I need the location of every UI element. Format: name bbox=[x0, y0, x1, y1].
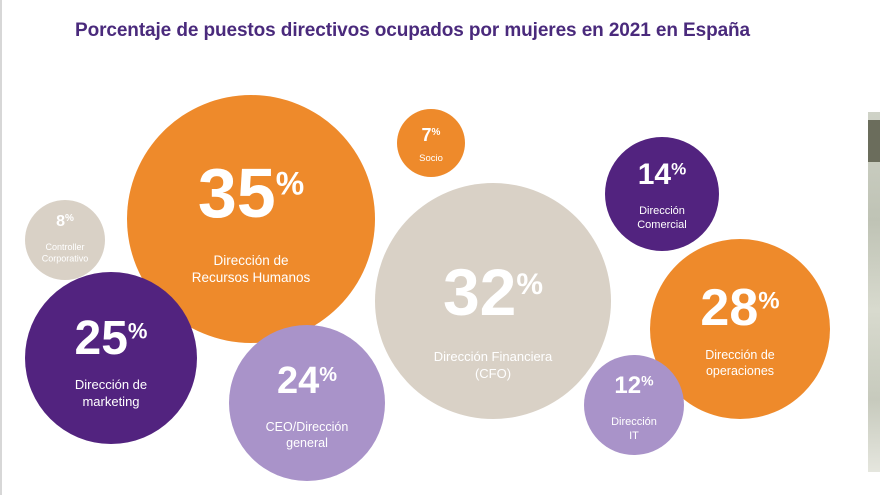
bubble-label-line: Dirección de bbox=[705, 348, 775, 362]
bubble-value-rrhh: 35% bbox=[198, 154, 304, 232]
bubble-value-socio: 7% bbox=[422, 125, 441, 145]
bubble-value-marketing: 25% bbox=[75, 312, 148, 365]
bubble-value-number-rrhh: 35 bbox=[198, 154, 276, 232]
bubble-label-operaciones: Dirección de operaciones bbox=[705, 348, 775, 378]
bubble-value-unit-marketing: % bbox=[128, 319, 148, 344]
right-edge-image-dark-patch bbox=[868, 120, 880, 162]
bubble-circle-marketing bbox=[25, 272, 197, 444]
bubble-marketing: 25% Dirección de marketing bbox=[25, 272, 197, 444]
bubble-label-it: Dirección IT bbox=[611, 416, 657, 442]
bubble-cfo: 32% Dirección Financiera (CFO) bbox=[375, 183, 611, 419]
bubble-label-line: Dirección bbox=[639, 205, 685, 217]
bubble-label-line: Recursos Humanos bbox=[192, 270, 311, 285]
bubble-label-ceo: CEO/Dirección general bbox=[266, 420, 349, 450]
bubble-circle-it bbox=[584, 355, 684, 455]
bubble-circle-rrhh bbox=[127, 95, 375, 343]
bubble-label-line: Corporativo bbox=[42, 254, 89, 264]
bubble-label-rrhh: Dirección de Recursos Humanos bbox=[192, 253, 311, 285]
bubble-value-unit-controller: % bbox=[65, 213, 74, 224]
bubble-value-it: 12% bbox=[614, 372, 654, 399]
bubble-label-line: general bbox=[286, 436, 328, 450]
bubble-circle-controller bbox=[25, 200, 105, 280]
bubble-value-unit-socio: % bbox=[432, 127, 441, 138]
bubble-value-unit-cfo: % bbox=[516, 268, 543, 301]
bubble-label-line: (CFO) bbox=[475, 366, 511, 381]
bubble-label-line: Dirección de bbox=[213, 253, 288, 268]
bubble-label-marketing: Dirección de marketing bbox=[75, 377, 147, 409]
bubble-value-unit-ceo: % bbox=[319, 364, 337, 386]
bubble-circle-socio bbox=[397, 109, 465, 177]
chart-title: Porcentaje de puestos directivos ocupado… bbox=[75, 20, 751, 41]
bubble-value-unit-comercial: % bbox=[671, 159, 686, 178]
bubble-ceo: 24% CEO/Dirección general bbox=[229, 325, 385, 481]
bubble-value-unit-operaciones: % bbox=[758, 287, 779, 314]
bubble-label-comercial: Dirección Comercial bbox=[637, 205, 687, 231]
bubble-controller: 8% Controller Corporativo bbox=[25, 200, 105, 280]
bubble-label-cfo: Dirección Financiera (CFO) bbox=[434, 349, 553, 381]
right-edge-image-strip bbox=[868, 112, 880, 472]
bubble-it: 12% Dirección IT bbox=[584, 355, 684, 455]
bubble-label-line: Dirección bbox=[611, 416, 657, 428]
bubble-label-line: Socio bbox=[419, 153, 443, 164]
bubble-value-number-it: 12 bbox=[614, 372, 641, 399]
bubble-value-number-socio: 7 bbox=[422, 125, 432, 145]
bubble-value-number-operaciones: 28 bbox=[700, 279, 758, 337]
bubble-label-line: IT bbox=[629, 430, 639, 442]
bubble-rrhh: 35% Dirección de Recursos Humanos bbox=[127, 95, 375, 343]
bubble-value-operaciones: 28% bbox=[700, 279, 779, 337]
bubble-value-number-ceo: 24 bbox=[277, 360, 319, 402]
bubble-label-socio: Socio bbox=[419, 153, 443, 164]
bubble-value-number-cfo: 32 bbox=[443, 255, 516, 329]
bubble-socio: 7% Socio bbox=[397, 109, 465, 177]
bubble-label-line: Comercial bbox=[637, 219, 687, 231]
bubble-circle-operaciones bbox=[650, 239, 830, 419]
bubble-value-controller: 8% bbox=[56, 213, 74, 230]
bubble-value-number-controller: 8 bbox=[56, 213, 65, 230]
bubble-label-line: operaciones bbox=[706, 364, 774, 378]
bubble-circle-cfo bbox=[375, 183, 611, 419]
left-frame-line bbox=[0, 0, 2, 495]
bubble-value-comercial: 14% bbox=[638, 158, 687, 191]
bubble-value-number-marketing: 25 bbox=[75, 312, 128, 365]
bubble-label-line: Dirección de bbox=[75, 377, 147, 392]
bubble-value-cfo: 32% bbox=[443, 255, 543, 329]
bubble-value-unit-it: % bbox=[641, 372, 654, 388]
bubble-comercial: 14% Dirección Comercial bbox=[605, 137, 719, 251]
bubble-label-line: marketing bbox=[82, 394, 139, 409]
bubble-value-number-comercial: 14 bbox=[638, 158, 672, 191]
bubble-label-controller: Controller Corporativo bbox=[42, 242, 89, 264]
bubble-circle-ceo bbox=[229, 325, 385, 481]
bubble-label-line: Dirección Financiera bbox=[434, 349, 553, 364]
bubble-label-line: Controller bbox=[45, 242, 84, 252]
bubble-layer: 8% Controller Corporativo 35% Dirección de Re… bbox=[25, 95, 830, 481]
bubble-value-unit-rrhh: % bbox=[276, 166, 304, 202]
bubble-circle-comercial bbox=[605, 137, 719, 251]
bubble-operaciones: 28% Dirección de operaciones bbox=[650, 239, 830, 419]
bubble-value-ceo: 24% bbox=[277, 360, 337, 402]
bubble-label-line: CEO/Dirección bbox=[266, 420, 349, 434]
